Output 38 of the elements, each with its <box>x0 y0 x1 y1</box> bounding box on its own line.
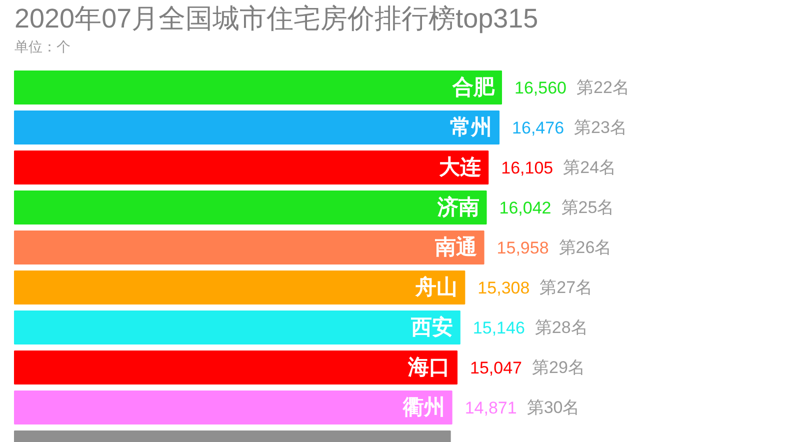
bar <box>14 310 460 344</box>
text: 第25名 <box>561 198 614 217</box>
bar <box>14 150 489 184</box>
data-label: 15,047 <box>470 358 522 378</box>
bar <box>14 350 458 384</box>
text: 第28名 <box>534 318 588 337</box>
data-label: 14,871 <box>464 398 517 418</box>
chart-title: 2020年07月全国城市住宅房价排行榜top315 <box>14 4 538 34</box>
text: 第22名 <box>576 78 630 97</box>
data-label: 15,146 <box>472 318 525 338</box>
bar <box>14 230 484 264</box>
y-tick-label: 南通 <box>434 236 477 259</box>
y-tick-label: 大连 <box>439 156 482 179</box>
data-label: 16,560 <box>514 78 566 98</box>
text: 第26名 <box>558 238 612 257</box>
bar <box>14 390 452 424</box>
text: 第24名 <box>563 158 616 177</box>
y-tick-label: 合肥 <box>452 76 496 99</box>
bar <box>14 70 502 104</box>
text: 第29名 <box>532 358 585 377</box>
text: 第27名 <box>540 278 593 297</box>
data-label: 15,958 <box>496 238 549 258</box>
bar <box>14 110 500 144</box>
bar <box>14 270 466 304</box>
data-label: 16,105 <box>501 158 554 178</box>
data-label: 16,042 <box>499 198 552 218</box>
bar <box>14 190 487 224</box>
data-label: 15,308 <box>478 278 530 298</box>
y-tick-label: 常州 <box>450 116 492 139</box>
text: 第23名 <box>574 118 627 137</box>
y-tick-label: 舟山 <box>414 275 458 299</box>
y-tick-label: 衢州 <box>402 396 445 419</box>
y-tick-label: 西安 <box>410 315 453 339</box>
data-label: 16,476 <box>512 118 564 138</box>
chart-subtitle: 单位：个 <box>14 38 70 54</box>
y-tick-label: 海口 <box>407 356 450 379</box>
y-tick-label: 济南 <box>436 195 480 219</box>
text: 第30名 <box>526 398 580 417</box>
